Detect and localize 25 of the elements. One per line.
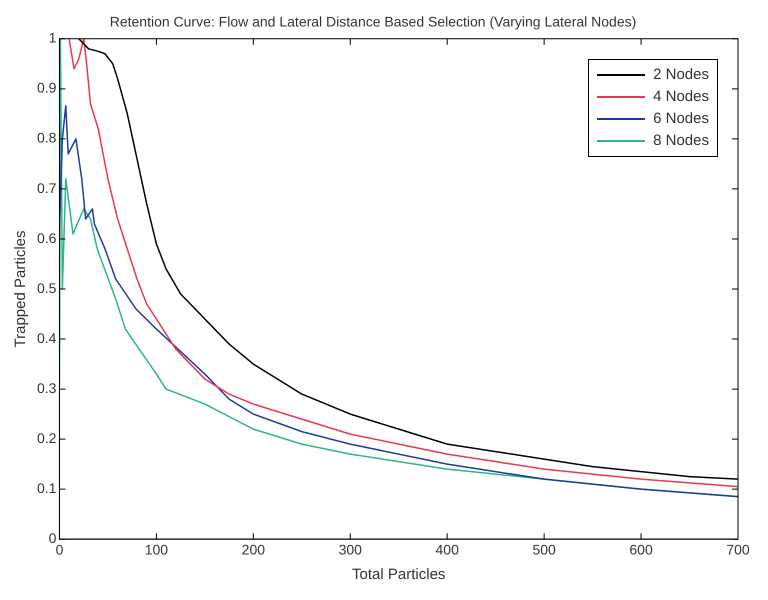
legend-label: 2 Nodes xyxy=(653,64,709,85)
legend-label: 6 Nodes xyxy=(653,108,709,129)
y-tick-label: 0.3 xyxy=(36,380,57,396)
x-tick-label: 100 xyxy=(144,541,168,558)
x-tick-label: 200 xyxy=(242,541,266,558)
x-tick-label: 600 xyxy=(629,541,653,558)
chart-title: Retention Curve: Flow and Lateral Distance Based Selection (Varying Lateral Nodes) xyxy=(110,13,636,30)
y-tick-label: 1 xyxy=(48,30,57,46)
y-tick-label: 0.9 xyxy=(36,80,57,96)
y-axis-title: Trapped Particles xyxy=(12,230,30,348)
y-tick-label: 0.1 xyxy=(36,480,57,496)
y-tick-label: 0 xyxy=(48,530,57,546)
legend-label: 8 Nodes xyxy=(653,130,709,151)
x-tick-label: 300 xyxy=(338,541,362,558)
x-tick-label: 400 xyxy=(436,541,460,558)
y-tick-label: 0.8 xyxy=(36,130,57,146)
y-tick-label: 0.7 xyxy=(36,180,57,196)
x-tick-label: 500 xyxy=(532,541,556,558)
legend-label: 4 Nodes xyxy=(653,86,709,107)
x-axis-title: Total Particles xyxy=(352,566,446,584)
y-tick-label: 0.4 xyxy=(36,330,57,346)
y-tick-label: 0.6 xyxy=(36,230,57,246)
y-tick-label: 0.5 xyxy=(36,280,57,296)
y-tick-label: 0.2 xyxy=(36,430,57,446)
x-tick-label: 700 xyxy=(726,541,750,558)
